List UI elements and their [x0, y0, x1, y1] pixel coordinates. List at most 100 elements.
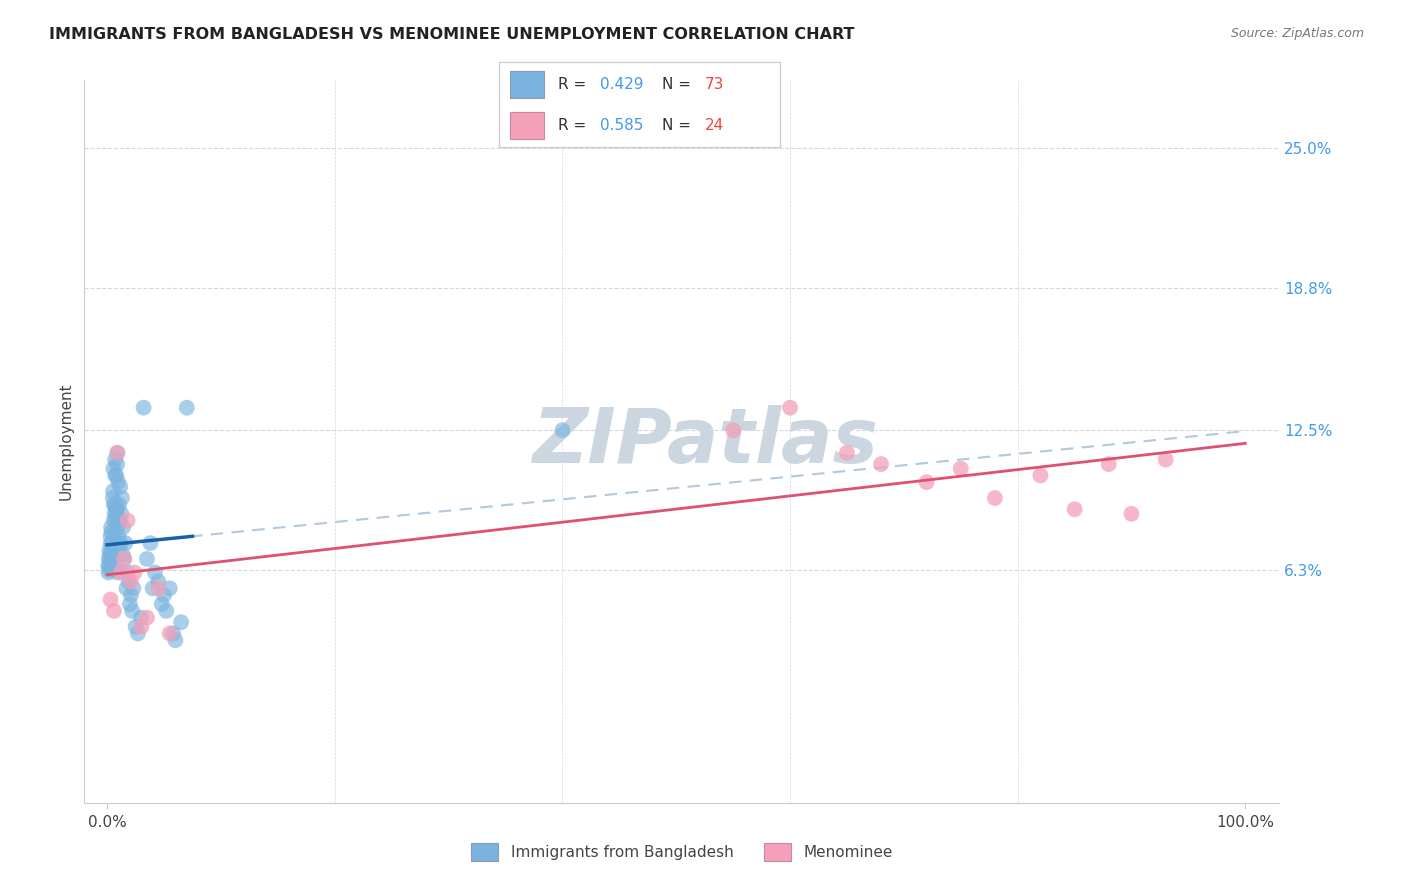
Point	[118, 574, 141, 589]
Point	[110, 536, 132, 550]
Point	[118, 597, 141, 611]
Point	[112, 552, 135, 566]
Point	[101, 491, 124, 505]
Point	[105, 468, 128, 483]
Point	[103, 498, 125, 512]
Point	[101, 558, 124, 573]
Point	[105, 446, 128, 460]
Text: 73: 73	[704, 77, 724, 92]
Point	[1063, 502, 1085, 516]
Point	[551, 423, 574, 437]
Point	[110, 507, 132, 521]
Point	[115, 582, 138, 596]
Point	[108, 514, 131, 528]
Point	[112, 552, 135, 566]
Point	[124, 566, 146, 580]
Point	[915, 475, 938, 490]
Point	[103, 507, 125, 521]
Point	[148, 574, 170, 589]
Point	[105, 502, 128, 516]
Point	[103, 604, 125, 618]
Point	[159, 626, 181, 640]
Point	[98, 563, 121, 577]
Point	[105, 457, 128, 471]
Point	[949, 461, 972, 475]
Point	[103, 514, 125, 528]
Point	[112, 520, 135, 534]
Point	[98, 558, 121, 573]
Point	[100, 536, 122, 550]
Text: N =: N =	[662, 118, 696, 133]
Point	[114, 536, 136, 550]
Point	[162, 626, 184, 640]
Point	[104, 468, 127, 483]
Point	[98, 552, 121, 566]
Text: R =: R =	[558, 77, 592, 92]
FancyBboxPatch shape	[510, 112, 544, 139]
Point	[155, 604, 177, 618]
Point	[127, 626, 149, 640]
Point	[1098, 457, 1121, 471]
Point	[170, 615, 193, 630]
Point	[107, 520, 129, 534]
Text: 0.429: 0.429	[600, 77, 644, 92]
Point	[136, 552, 159, 566]
Point	[165, 633, 187, 648]
Point	[104, 498, 127, 512]
Point	[104, 452, 127, 467]
Point	[100, 520, 122, 534]
Point	[1154, 452, 1177, 467]
Point	[103, 461, 125, 475]
Point	[100, 524, 122, 539]
Text: N =: N =	[662, 77, 696, 92]
Point	[1121, 507, 1143, 521]
Point	[97, 552, 120, 566]
Point	[111, 491, 134, 505]
Point	[136, 610, 159, 624]
Point	[105, 502, 128, 516]
Point	[105, 507, 128, 521]
Point	[148, 582, 170, 596]
Point	[120, 588, 142, 602]
Text: R =: R =	[558, 118, 592, 133]
Point	[101, 484, 124, 499]
Point	[100, 536, 122, 550]
Point	[101, 542, 124, 557]
Point	[101, 549, 124, 564]
Point	[122, 582, 145, 596]
Point	[107, 529, 129, 543]
Point	[117, 514, 139, 528]
Point	[105, 446, 128, 460]
Point	[121, 604, 143, 618]
Point	[139, 536, 162, 550]
Point	[779, 401, 801, 415]
Point	[129, 620, 152, 634]
Point	[110, 566, 132, 580]
Point	[98, 542, 121, 557]
Point	[129, 610, 152, 624]
Point	[984, 491, 1007, 505]
Point	[104, 514, 127, 528]
Point	[142, 582, 165, 596]
Point	[108, 498, 131, 512]
Point	[110, 480, 132, 494]
Text: ZIPatlas: ZIPatlas	[533, 405, 879, 478]
Point	[132, 401, 155, 415]
Point	[103, 529, 125, 543]
Point	[100, 529, 122, 543]
Point	[98, 548, 121, 562]
Y-axis label: Unemployment: Unemployment	[58, 383, 73, 500]
Point	[97, 558, 120, 573]
Point	[117, 566, 139, 580]
Point	[870, 457, 893, 471]
Point	[111, 548, 134, 562]
FancyBboxPatch shape	[510, 71, 544, 98]
Point	[120, 574, 142, 589]
Point	[721, 423, 744, 437]
Point	[153, 588, 176, 602]
Point	[107, 566, 129, 580]
Point	[143, 566, 166, 580]
Legend: Immigrants from Bangladesh, Menominee: Immigrants from Bangladesh, Menominee	[465, 837, 898, 867]
Point	[176, 401, 198, 415]
Point	[107, 475, 129, 490]
